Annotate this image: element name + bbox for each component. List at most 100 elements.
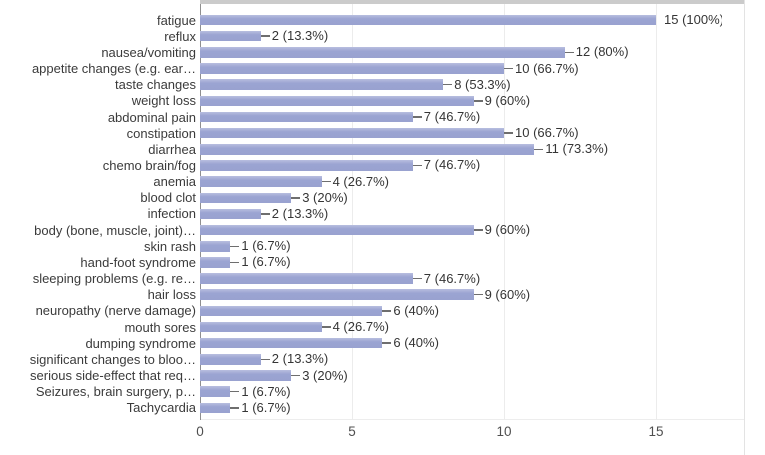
category-label: hair loss [147, 287, 196, 303]
bar-zone: 6 (40%) [200, 335, 765, 351]
leader-line [504, 132, 513, 134]
bar [200, 111, 413, 123]
leader-line [473, 100, 483, 102]
leader-line [291, 197, 301, 199]
bar-zone: 9 (60%) [200, 93, 765, 109]
leader-line [291, 374, 301, 377]
bar-zone: 12 (80%) [200, 44, 765, 60]
gridline [504, 4, 505, 420]
value-label: 7 (46.7%) [423, 157, 481, 173]
value-label: 2 (13.3%) [271, 205, 329, 221]
bar [200, 192, 292, 204]
chart-bar-row: infection 2 (13.3%) [0, 206, 765, 222]
x-axis-tick-label: 0 [196, 424, 204, 439]
bar [200, 257, 231, 268]
chart-bar-row: body (bone, muscle, joint)… 9 (60%) [0, 222, 765, 238]
bar-zone: 7 (46.7%) [200, 157, 765, 173]
bar-zone: 8 (53.3%) [200, 77, 765, 93]
chart-bar-row: serious side-effect that req… 3 (20%) [0, 367, 765, 383]
bar-zone: 3 (20%) [200, 367, 765, 383]
category-label: nausea/vomiting [101, 44, 196, 60]
leader-line [534, 148, 544, 151]
category-label: weight loss [131, 93, 196, 109]
category-label: sleeping problems (e.g. re… [32, 271, 196, 287]
bar-zone: 3 (20%) [200, 190, 765, 206]
bar-zone: 1 (6.7%) [200, 238, 765, 254]
value-label: 1 (6.7%) [241, 399, 291, 415]
chart-bar-row: neuropathy (nerve damage) 6 (40%) [0, 303, 765, 319]
value-label: 9 (60%) [484, 222, 531, 238]
bar [200, 305, 383, 317]
bar [200, 370, 292, 381]
category-label: chemo brain/fog [102, 157, 196, 173]
bar-zone: 2 (13.3%) [200, 351, 765, 367]
category-label: fatigue [156, 12, 196, 28]
bar [200, 160, 413, 171]
leader-line [321, 326, 331, 328]
bar-zone: 9 (60%) [200, 287, 765, 303]
category-label: diarrhea [148, 141, 196, 157]
chart-bar-row: abdominal pain 7 (46.7%) [0, 109, 765, 125]
chart-bar-row: blood clot 3 (20%) [0, 190, 765, 206]
chart-bar-row: chemo brain/fog 7 (46.7%) [0, 157, 765, 173]
bar [200, 224, 474, 236]
category-label: blood clot [140, 190, 196, 206]
bar [200, 47, 565, 58]
value-label: 8 (53.3%) [454, 76, 511, 92]
bar-zone: 1 (6.7%) [200, 400, 765, 416]
gridline [656, 4, 657, 420]
chart-bar-row: hair loss 9 (60%) [0, 287, 765, 303]
leader-line [504, 67, 513, 70]
value-label: 12 (80%) [575, 44, 629, 60]
leader-line [473, 229, 483, 231]
x-axis-tick-label: 5 [348, 424, 356, 439]
bar [200, 144, 535, 155]
value-label: 9 (60%) [484, 92, 531, 108]
value-label: 1 (6.7%) [241, 238, 291, 254]
leader-line [382, 310, 392, 312]
value-label: 4 (26.7%) [332, 173, 389, 189]
bar [200, 337, 383, 349]
leader-line [412, 116, 422, 118]
category-label: constipation [126, 125, 196, 141]
value-label: 1 (6.7%) [241, 254, 291, 270]
chart-bar-row: weight loss 9 (60%) [0, 93, 765, 109]
category-label: taste changes [115, 77, 196, 93]
value-label: 10 (66.7%) [515, 125, 579, 141]
leader-line [260, 358, 270, 361]
leader-line [564, 51, 574, 54]
value-label: 10 (66.7%) [515, 60, 579, 76]
bar-rows: fatigue 15 (100%) reflux 2 (13.3%) nause… [0, 12, 765, 416]
chart-bar-row: anemia 4 (26.7%) [0, 174, 765, 190]
value-label: 2 (13.3%) [271, 28, 329, 44]
value-label: 2 (13.3%) [271, 351, 329, 367]
category-label: reflux [164, 28, 196, 44]
bar [200, 273, 413, 284]
leader-line [260, 213, 270, 215]
leader-line [230, 261, 240, 264]
bar [200, 63, 504, 74]
leader-line [412, 164, 422, 167]
category-label: mouth sores [124, 319, 196, 335]
category-label: skin rash [143, 238, 196, 254]
chart-bar-row: skin rash 1 (6.7%) [0, 238, 765, 254]
gridline [352, 4, 353, 420]
bar [200, 354, 261, 365]
leader-line [473, 293, 483, 296]
category-label: infection [147, 206, 196, 222]
bar-zone: 6 (40%) [200, 303, 765, 319]
category-label: serious side-effect that req… [30, 368, 196, 384]
value-label: 3 (20%) [302, 367, 348, 383]
x-axis-tick-label: 15 [648, 424, 664, 439]
category-label: abdominal pain [107, 109, 196, 125]
chart-bar-row: diarrhea 11 (73.3%) [0, 141, 765, 157]
leader-line [230, 407, 240, 409]
leader-line [412, 277, 422, 280]
chart-bar-row: reflux 2 (13.3%) [0, 28, 765, 44]
leader-line [230, 390, 240, 393]
leader-line [321, 180, 331, 183]
category-label: hand-foot syndrome [80, 254, 196, 270]
category-label: significant changes to bloo… [29, 351, 196, 367]
bar [200, 95, 474, 107]
